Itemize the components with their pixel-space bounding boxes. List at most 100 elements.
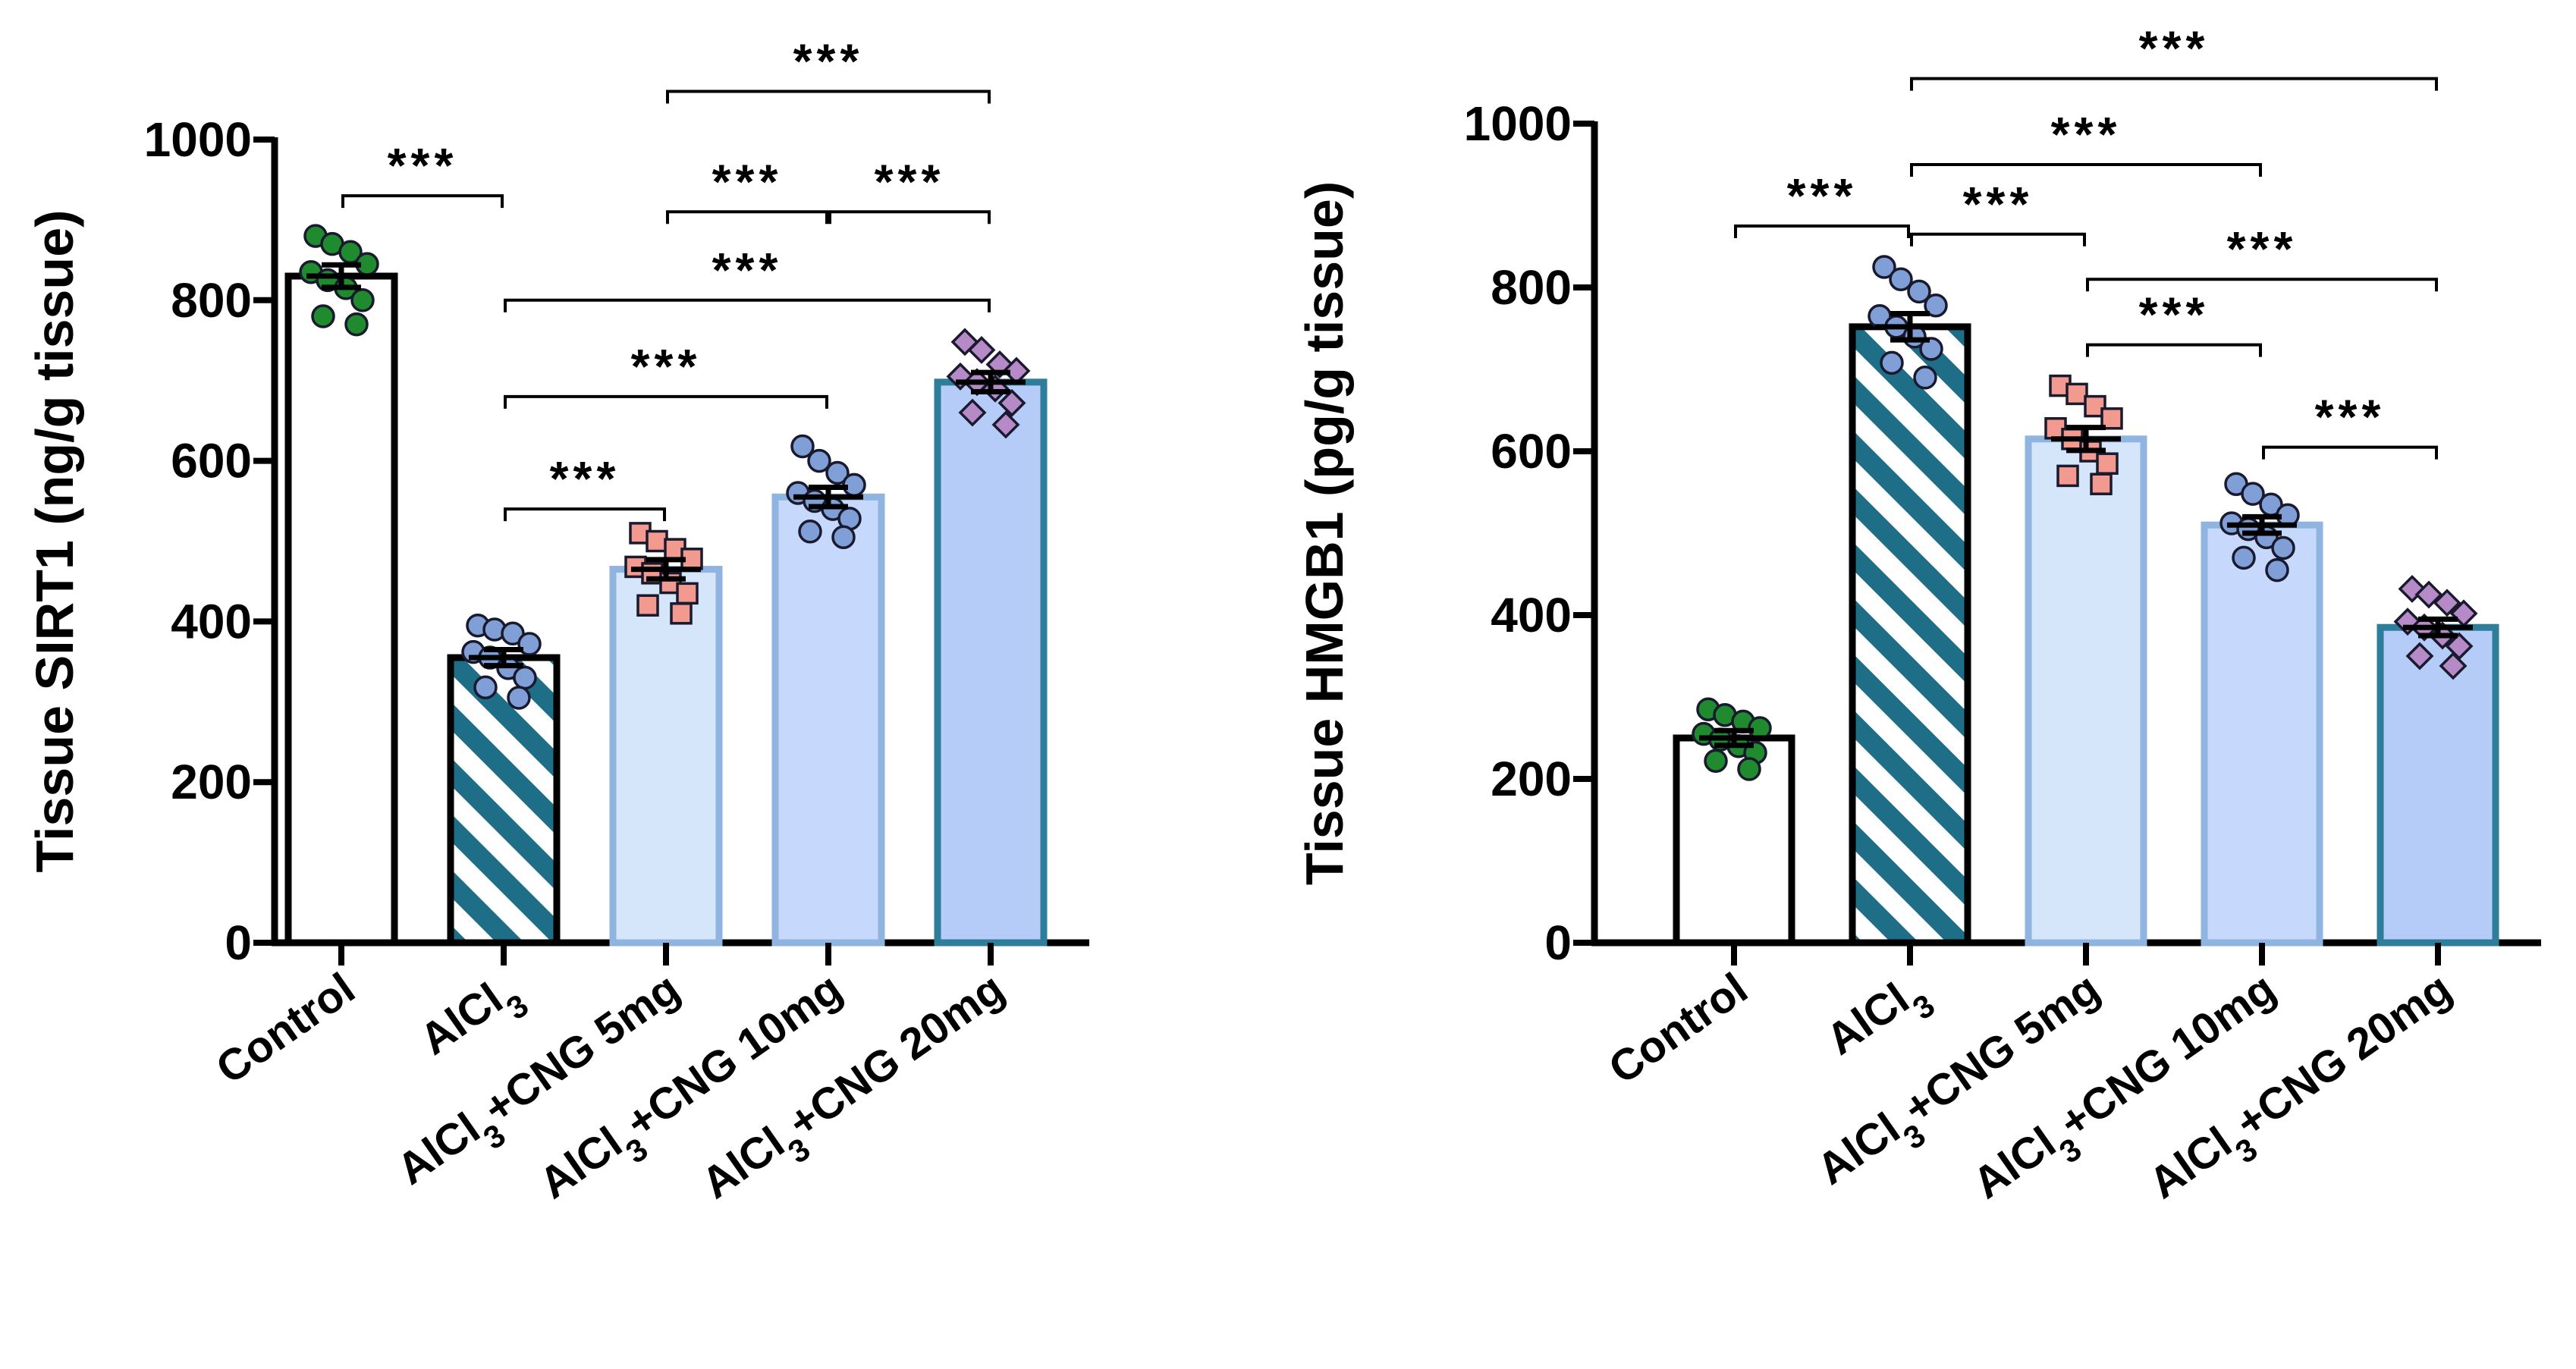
- significance-label: ***: [1963, 177, 2034, 231]
- data-point: [991, 410, 1020, 439]
- bar: [609, 566, 723, 947]
- significance-bracket: [2262, 445, 2438, 460]
- data-point: [311, 304, 335, 328]
- x-category-label: AlCl3: [1817, 963, 1941, 1076]
- data-point: [513, 665, 537, 690]
- data-point: [958, 398, 987, 427]
- data-point: [2265, 557, 2289, 582]
- y-tick-label: 1000: [144, 112, 252, 167]
- bar: [447, 654, 561, 947]
- significance-label: ***: [712, 243, 783, 297]
- bar: [284, 272, 398, 947]
- y-axis-title: Tissue HMGB1 (pg/g tissue): [1295, 181, 1354, 885]
- x-category-label: AlCl3+CNG 20mg: [693, 963, 1021, 1220]
- significance-bracket: [1734, 225, 1910, 238]
- y-tick-label: 0: [1544, 915, 1572, 970]
- data-point: [2056, 464, 2079, 488]
- bar: [1849, 323, 1971, 947]
- y-tick-label: 200: [1491, 752, 1572, 806]
- significance-label: ***: [631, 339, 702, 394]
- data-point: [636, 594, 659, 617]
- data-point: [670, 602, 693, 625]
- significance-bracket: [504, 298, 991, 312]
- bar: [1673, 734, 1795, 947]
- significance-label: ***: [2315, 390, 2386, 444]
- data-point: [2096, 452, 2119, 475]
- data-point: [1907, 279, 1931, 304]
- y-tick-label: 400: [171, 594, 252, 648]
- data-point: [2241, 482, 2265, 506]
- data-point: [2433, 589, 2461, 617]
- data-point: [1872, 255, 1896, 279]
- y-tick-label: 800: [1491, 260, 1572, 315]
- data-point: [798, 520, 822, 544]
- data-point: [807, 448, 831, 473]
- significance-bracket: [666, 89, 991, 104]
- y-tick-label: 200: [171, 755, 252, 809]
- y-tick-label: 600: [1491, 424, 1572, 479]
- y-tick-label: 1000: [1464, 96, 1572, 151]
- data-point: [790, 434, 815, 459]
- data-point: [350, 288, 375, 312]
- significance-bracket: [504, 394, 828, 409]
- data-point: [1913, 366, 1937, 390]
- data-point: [2405, 642, 2434, 670]
- bar: [2025, 435, 2147, 947]
- significance-label: ***: [875, 154, 945, 209]
- data-point: [2066, 382, 2088, 406]
- significance-bracket: [2086, 278, 2438, 292]
- data-point: [2439, 652, 2468, 680]
- significance-bracket: [341, 194, 504, 209]
- significance-bracket: [1910, 77, 2438, 91]
- data-point: [825, 460, 850, 485]
- significance-label: ***: [1787, 168, 1858, 223]
- sirt1-chart-panel: 0 200 400 600 800 1000 Tissue SIRT1 (ng/g tiss…: [25, 33, 1089, 1220]
- significance-label: ***: [2139, 21, 2210, 76]
- bar: [2201, 521, 2323, 947]
- data-point: [501, 621, 525, 646]
- y-axis-title: Tissue SIRT1 (ng/g tissue): [25, 210, 84, 873]
- data-point: [1889, 267, 1913, 291]
- significance-bracket: [504, 507, 666, 522]
- y-tick-label: 400: [1491, 588, 1572, 642]
- x-category-label: Control: [207, 963, 363, 1094]
- data-point: [2084, 394, 2106, 418]
- data-point: [831, 525, 856, 549]
- bar: [2377, 623, 2499, 947]
- significance-bracket: [1910, 163, 2262, 177]
- significance-label: ***: [2227, 221, 2298, 276]
- significance-label: ***: [388, 138, 458, 193]
- x-category-label: AlCl3+CNG 20mg: [2140, 963, 2468, 1220]
- significance-bracket: [1910, 232, 2086, 246]
- x-category-label: Control: [1600, 963, 1756, 1094]
- data-point: [997, 388, 1026, 417]
- data-point: [1924, 294, 1948, 318]
- significance-label: ***: [793, 33, 864, 88]
- hmgb1-chart-panel: 0 200 400 600 800 1000 Tissue HMGB1 (pg/g tiss…: [1295, 21, 2541, 1220]
- data-point: [473, 675, 498, 699]
- data-point: [2271, 535, 2295, 560]
- y-tick-label: 600: [171, 434, 252, 488]
- bar: [771, 493, 885, 947]
- data-point: [1737, 757, 1761, 781]
- x-category-label: AlCl3: [411, 963, 535, 1076]
- significance-label: ***: [550, 451, 620, 506]
- data-point: [517, 632, 542, 656]
- y-tick-label: 0: [225, 915, 252, 970]
- data-point: [1919, 337, 1943, 361]
- significance-label: ***: [712, 154, 783, 209]
- data-point: [1880, 350, 1904, 375]
- significance-label: ***: [2051, 107, 2122, 162]
- significance-bracket: [2086, 343, 2262, 357]
- data-point: [2414, 580, 2443, 609]
- data-point: [646, 529, 668, 553]
- data-point: [1704, 749, 1728, 773]
- data-point: [967, 335, 996, 364]
- data-point: [344, 312, 369, 337]
- x-category-label: AlCl3+CNG 10mg: [1964, 963, 2292, 1220]
- bar: [934, 378, 1048, 947]
- y-tick-label: 800: [171, 273, 252, 328]
- data-point: [2090, 473, 2113, 495]
- significance-label: ***: [2139, 287, 2210, 342]
- significance-bracket: [828, 210, 991, 225]
